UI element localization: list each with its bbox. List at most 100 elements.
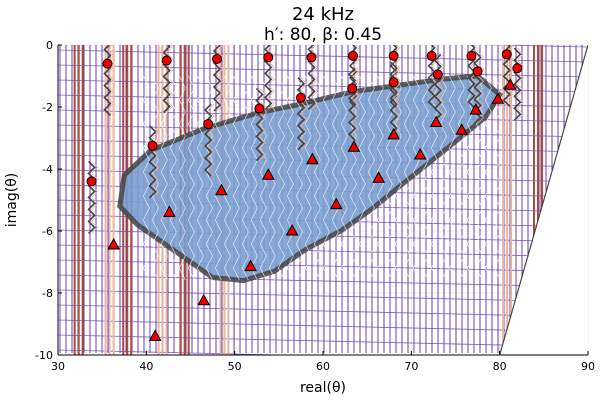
contour-line: [484, 75, 492, 281]
contour-strand: [296, 77, 306, 151]
contour-line: [403, 75, 411, 281]
contour-strand: [348, 45, 358, 109]
contour-line: [340, 75, 348, 281]
y-tick-label: -10: [35, 349, 53, 362]
contour-line: [58, 274, 588, 288]
contour-strand: [437, 54, 445, 127]
data-point-triangle: [455, 123, 469, 135]
data-point-circle: [472, 66, 483, 77]
contour-line: [214, 75, 222, 281]
contour-line: [58, 64, 588, 78]
contour-line: [421, 75, 429, 281]
data-point-triangle: [306, 152, 319, 165]
contour-strand: [389, 45, 398, 109]
data-markers: [86, 49, 523, 341]
y-tick-label: -4: [42, 163, 53, 176]
contour-line: [277, 75, 285, 281]
data-point-circle: [466, 50, 477, 61]
data-point-circle: [212, 53, 222, 64]
contour-strand: [267, 45, 275, 110]
contour-strand: [204, 103, 213, 177]
contour-line: [58, 304, 588, 318]
data-point-triangle: [413, 148, 427, 160]
y-axis-label: imag(θ): [4, 173, 20, 227]
contour-line: [169, 75, 177, 281]
data-point-triangle: [491, 92, 505, 104]
x-tick-label: 90: [581, 360, 595, 373]
contour-line: [151, 75, 159, 281]
contour-strand: [393, 61, 401, 135]
data-point-triangle: [387, 127, 401, 140]
contour-strand: [91, 161, 99, 234]
contour-line: [475, 75, 483, 281]
x-tick-label: 70: [404, 360, 418, 373]
contour-strand: [351, 68, 359, 141]
data-point-triangle: [197, 293, 211, 306]
data-point-triangle: [107, 237, 120, 250]
contour-line: [457, 75, 465, 281]
data-point-circle: [388, 50, 399, 61]
contour-strand: [502, 45, 511, 107]
contour-line: [241, 75, 249, 281]
contour-strand: [106, 45, 115, 116]
contour-boundary: [499, 45, 588, 355]
data-point-circle: [426, 50, 437, 61]
contour-line: [58, 319, 588, 333]
contour-line: [196, 75, 204, 281]
contour-strand: [166, 45, 174, 113]
data-point-circle: [347, 83, 358, 94]
contour-line: [187, 75, 195, 281]
contour-strand: [258, 88, 266, 161]
x-tick-label: 40: [139, 360, 153, 373]
contour-line: [223, 75, 231, 281]
data-point-circle: [306, 52, 317, 63]
contour-line: [439, 75, 447, 281]
data-point-circle: [203, 119, 214, 130]
data-point-triangle: [329, 197, 343, 210]
contour-strand: [393, 45, 401, 109]
contour-strand: [216, 45, 224, 112]
data-point-circle: [161, 55, 172, 66]
contour-line: [448, 75, 456, 281]
contour-strand: [300, 77, 308, 150]
contour-strand: [103, 45, 112, 117]
contour-line: [349, 75, 357, 281]
data-point-circle: [501, 49, 512, 60]
contour-line: [58, 334, 588, 348]
contour-strand: [307, 45, 316, 110]
contour-line: [322, 75, 330, 281]
data-point-circle: [388, 77, 399, 88]
x-tick-labels: 30 40 50 60 70 80 90: [51, 351, 595, 373]
y-tick-label: -6: [42, 225, 53, 238]
data-point-circle: [102, 58, 113, 69]
contour-line: [394, 75, 402, 281]
data-point-circle: [147, 140, 158, 151]
contour-line: [313, 75, 321, 281]
contour-line: [286, 75, 294, 281]
contour-strand: [148, 125, 157, 199]
data-point-circle: [254, 103, 265, 114]
data-point-triangle: [429, 115, 443, 127]
x-tick-label: 30: [51, 360, 65, 373]
contour-line: [412, 75, 420, 281]
contour-strand: [310, 45, 319, 110]
data-point-circle: [512, 63, 523, 74]
contour-line: [232, 75, 240, 281]
data-point-triangle: [148, 329, 162, 341]
data-point-circle: [348, 50, 359, 61]
x-axis-label: real(θ): [300, 380, 346, 396]
contour-strand: [207, 103, 215, 177]
y-tick-label: -8: [42, 287, 53, 300]
data-point-triangle: [347, 140, 361, 152]
x-tick-label: 60: [316, 360, 330, 373]
contour-line: [178, 75, 186, 281]
chart-subtitle: h′: 80, β: 0.45: [264, 25, 382, 45]
contour-line: [367, 75, 375, 281]
data-point-circle: [86, 176, 97, 187]
contour-strand: [389, 61, 398, 135]
contour-field: [58, 45, 588, 355]
data-point-circle: [263, 52, 274, 63]
contour-strand: [513, 47, 522, 121]
y-tick-label: 0: [46, 39, 53, 52]
